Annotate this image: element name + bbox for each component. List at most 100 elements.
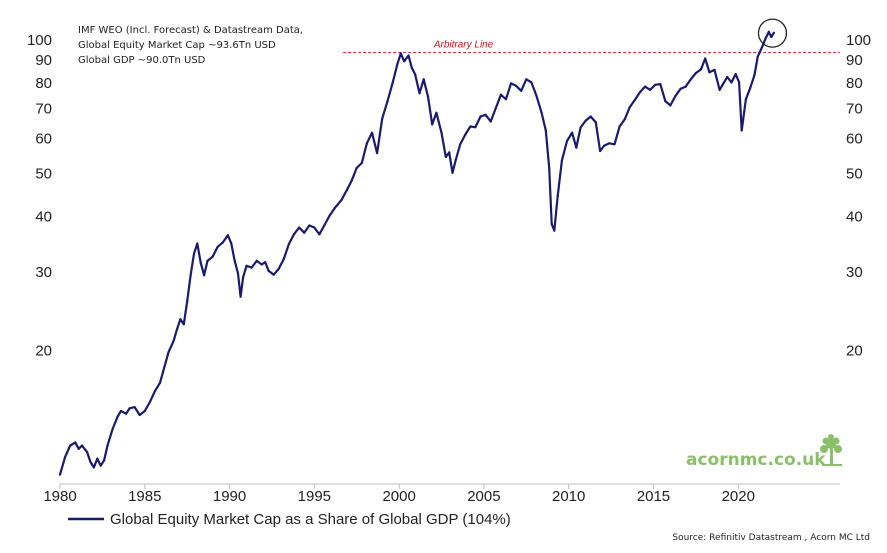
x-tick-1980: 1980 — [43, 488, 76, 505]
y-tick-right-60: 60 — [846, 130, 863, 147]
data-point-70 — [365, 142, 368, 145]
data-point-119 — [584, 119, 587, 122]
data-point-94 — [469, 125, 472, 128]
y-tick-left-80: 80 — [35, 75, 52, 92]
source-note: Source: Refinitiv Datastream , Acorn MC … — [672, 533, 870, 543]
data-point-87 — [440, 131, 443, 134]
x-tick-2020: 2020 — [722, 488, 755, 505]
y-tick-left-70: 70 — [35, 101, 52, 118]
data-point-150 — [734, 72, 737, 76]
data-point-101 — [504, 98, 508, 101]
data-point-90 — [451, 171, 454, 174]
data-point-75 — [391, 83, 394, 86]
y-tick-left-50: 50 — [35, 166, 52, 183]
x-tick-1990: 1990 — [213, 488, 246, 505]
data-point-9 — [96, 457, 99, 460]
data-point-54 — [282, 257, 285, 261]
data-point-92 — [459, 143, 462, 146]
data-point-39 — [221, 241, 224, 244]
data-point-143 — [704, 57, 707, 60]
y-axis-right: 100 90 80 70 60 50 40 30 20 — [846, 32, 871, 359]
y-tick-right-30: 30 — [846, 264, 863, 281]
data-point-59 — [308, 224, 311, 227]
data-point-160 — [770, 35, 773, 39]
data-point-41 — [230, 242, 233, 245]
data-point-121 — [594, 121, 597, 124]
y-axis-left: 100 90 80 70 60 50 40 30 20 — [27, 32, 52, 359]
data-point-117 — [575, 146, 578, 149]
data-point-32 — [192, 252, 196, 255]
data-point-118 — [579, 126, 582, 129]
data-point-36 — [206, 259, 209, 262]
data-point-84 — [426, 95, 430, 98]
data-point-107 — [535, 94, 538, 97]
data-point-29 — [182, 323, 185, 326]
data-point-14 — [116, 415, 119, 418]
data-point-151 — [738, 81, 741, 84]
data-point-152 — [740, 129, 743, 132]
data-point-111 — [550, 222, 553, 226]
data-point-137 — [674, 94, 677, 97]
data-point-45 — [242, 276, 245, 279]
tree-icon — [820, 434, 842, 466]
data-point-55 — [287, 242, 290, 246]
data-point-3 — [74, 441, 77, 444]
data-point-67 — [350, 179, 353, 182]
annotation-line-1: IMF WEO (Incl. Forecast) & Datastream Da… — [78, 25, 303, 36]
data-point-42 — [233, 259, 236, 262]
data-point-82 — [418, 92, 421, 95]
data-point-53 — [277, 267, 280, 270]
x-tick-2005: 2005 — [467, 488, 500, 505]
data-point-138 — [679, 87, 682, 90]
data-point-144 — [708, 71, 711, 74]
legend-label: Global Equity Market Cap as a Share of G… — [110, 511, 511, 528]
data-point-2 — [69, 444, 72, 447]
data-point-86 — [435, 111, 438, 114]
data-point-85 — [431, 123, 434, 126]
y-tick-right-40: 40 — [846, 209, 863, 226]
data-point-159 — [767, 30, 770, 33]
data-point-68 — [355, 166, 358, 169]
data-point-113 — [556, 194, 559, 198]
data-point-50 — [264, 261, 267, 264]
data-point-112 — [553, 229, 556, 232]
highlight-circle — [757, 18, 788, 48]
data-point-124 — [608, 142, 611, 145]
data-point-104 — [520, 89, 523, 92]
data-point-102 — [509, 82, 513, 85]
data-point-83 — [422, 78, 425, 81]
data-point-8 — [92, 466, 95, 469]
data-point-60 — [313, 226, 316, 229]
data-point-44 — [239, 295, 242, 298]
data-point-123 — [603, 144, 606, 147]
data-point-134 — [659, 83, 662, 86]
data-point-158 — [764, 37, 767, 41]
data-point-95 — [474, 126, 477, 129]
data-point-58 — [303, 231, 306, 234]
data-point-56 — [292, 233, 296, 236]
data-point-79 — [407, 54, 410, 57]
x-tick-1985: 1985 — [128, 488, 161, 505]
data-point-13 — [111, 427, 114, 431]
data-point-146 — [718, 88, 721, 91]
data-point-21 — [148, 400, 151, 404]
y-tick-left-40: 40 — [35, 209, 52, 226]
data-point-147 — [721, 83, 725, 86]
data-point-52 — [272, 273, 275, 276]
data-point-7 — [89, 461, 92, 464]
data-point-149 — [730, 81, 733, 84]
y-tick-left-90: 90 — [35, 52, 52, 69]
data-point-0 — [58, 473, 62, 476]
data-point-23 — [158, 381, 162, 384]
y-tick-left-30: 30 — [35, 264, 52, 281]
series-line-equity-to-gdp — [58, 30, 775, 475]
y-tick-right-20: 20 — [846, 342, 863, 359]
data-point-38 — [216, 245, 219, 248]
data-point-155 — [753, 74, 756, 77]
data-point-125 — [613, 143, 616, 146]
data-point-93 — [464, 133, 467, 136]
data-point-109 — [544, 129, 547, 132]
data-point-133 — [654, 83, 657, 86]
data-point-126 — [618, 125, 621, 128]
data-point-48 — [255, 259, 258, 262]
